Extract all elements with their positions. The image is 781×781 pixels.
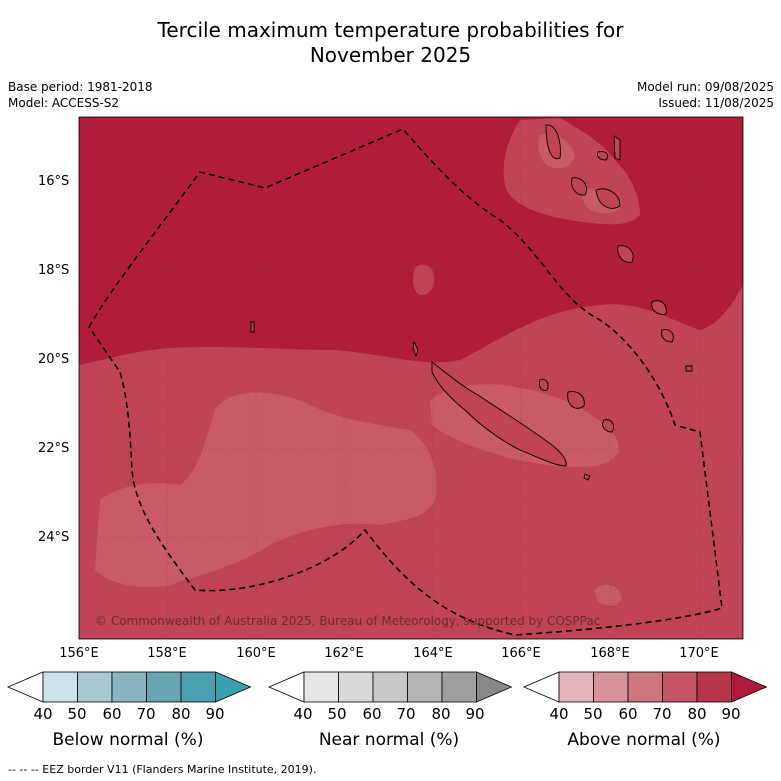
lat-label-24s: 24°S bbox=[38, 530, 70, 545]
cb-near-segment-2 bbox=[338, 671, 374, 703]
cb-above-segment-5 bbox=[696, 671, 732, 703]
eez-border bbox=[88, 128, 723, 636]
cb-below-segment-2 bbox=[77, 671, 113, 703]
map-title: Tercile maximum temperature probabilitie… bbox=[0, 18, 781, 68]
loyalty-island-mare bbox=[602, 419, 615, 433]
model-run: Model run: 09/08/2025 bbox=[636, 80, 774, 94]
map-title-line1: Tercile maximum temperature probabilitie… bbox=[157, 18, 624, 42]
model-name: Model: ACCESS-S2 bbox=[8, 96, 120, 110]
prob-region-low-west bbox=[95, 392, 437, 587]
cb-below-extend-high bbox=[215, 671, 252, 703]
lat-label-18s: 18°S bbox=[38, 263, 70, 278]
colorbar-near-segments bbox=[267, 671, 513, 703]
island-walpole bbox=[583, 473, 591, 481]
map-title-line2: November 2025 bbox=[309, 43, 472, 67]
base-period: Base period: 1981-2018 bbox=[8, 80, 153, 94]
metadata-left: Base period: 1981-2018 Model: ACCESS-S2 bbox=[8, 79, 153, 111]
prob-region-low-spot bbox=[340, 484, 380, 500]
cb-near-tick-40: 40 bbox=[293, 705, 313, 723]
cb-near-tick-90: 90 bbox=[465, 705, 485, 723]
cb-above-tick-40: 40 bbox=[549, 705, 569, 723]
cb-below-segment-4 bbox=[146, 671, 182, 703]
cb-near-segment-4 bbox=[407, 671, 443, 703]
cb-below-segment-1 bbox=[42, 671, 78, 703]
lon-label-158e: 158°E bbox=[147, 646, 187, 661]
lon-label-160e: 160°E bbox=[236, 646, 276, 661]
vanuatu-tanna bbox=[651, 300, 667, 315]
island-belep bbox=[412, 340, 419, 358]
lon-label-164e: 164°E bbox=[413, 646, 453, 661]
cb-above-segment-2 bbox=[593, 671, 629, 703]
prob-region-medium-small bbox=[413, 264, 435, 295]
cb-above-extend-high bbox=[731, 671, 768, 703]
cb-below-tick-60: 60 bbox=[102, 705, 122, 723]
cb-near-extend-low bbox=[267, 671, 305, 703]
cb-above-segment-3 bbox=[627, 671, 663, 703]
island-chesterfield bbox=[250, 321, 255, 333]
vanuatu-malekula bbox=[571, 177, 587, 196]
cb-below-tick-70: 70 bbox=[136, 705, 156, 723]
cb-above-segment-4 bbox=[662, 671, 698, 703]
cb-above-tick-90: 90 bbox=[721, 705, 741, 723]
vanuatu-efate bbox=[595, 188, 621, 209]
lat-label-22s: 22°S bbox=[38, 441, 70, 456]
map-frame bbox=[78, 116, 744, 640]
colorbar-below-normal bbox=[6, 671, 252, 703]
issued-date: Issued: 11/08/2025 bbox=[658, 96, 774, 110]
lat-label-20s: 20°S bbox=[38, 352, 70, 367]
vanuatu-erromango bbox=[617, 245, 634, 263]
lon-label-168e: 168°E bbox=[590, 646, 630, 661]
loyalty-island-lifou bbox=[567, 391, 585, 409]
cb-below-tick-50: 50 bbox=[67, 705, 87, 723]
cb-above-tick-60: 60 bbox=[618, 705, 638, 723]
prob-region-medium-east-strip bbox=[655, 362, 708, 378]
colorbar-near-title: Near normal (%) bbox=[318, 730, 460, 750]
lon-label-170e: 170°E bbox=[679, 646, 719, 661]
cb-near-tick-60: 60 bbox=[362, 705, 382, 723]
cb-near-tick-80: 80 bbox=[431, 705, 451, 723]
cb-below-segment-3 bbox=[111, 671, 147, 703]
vanuatu-maewo bbox=[613, 135, 621, 161]
cb-above-segment-1 bbox=[558, 671, 594, 703]
cb-near-tick-50: 50 bbox=[327, 705, 347, 723]
colorbar-below-title: Below normal (%) bbox=[52, 730, 204, 750]
lon-label-166e: 166°E bbox=[501, 646, 541, 661]
lon-label-156e: 156°E bbox=[59, 646, 99, 661]
prob-region-low-southeast bbox=[595, 584, 622, 606]
cb-below-segment-5 bbox=[180, 671, 216, 703]
colorbar-below-segments bbox=[6, 671, 252, 703]
cb-above-extend-low bbox=[522, 671, 560, 703]
colorbar-above-segments bbox=[522, 671, 768, 703]
cb-above-tick-80: 80 bbox=[687, 705, 707, 723]
vanuatu-pentecost bbox=[597, 151, 609, 161]
vanuatu-aneityum bbox=[661, 329, 674, 343]
cb-near-extend-high bbox=[476, 671, 513, 703]
colorbar-above-title: Above normal (%) bbox=[567, 730, 721, 750]
cb-near-tick-70: 70 bbox=[396, 705, 416, 723]
metadata-right: Model run: 09/08/2025 Issued: 11/08/2025 bbox=[637, 79, 774, 111]
cb-near-segment-5 bbox=[441, 671, 477, 703]
colorbar-above-normal bbox=[522, 671, 768, 703]
cb-below-extend-low bbox=[6, 671, 44, 703]
loyalty-island-ouvea bbox=[539, 378, 549, 391]
cb-below-tick-80: 80 bbox=[171, 705, 191, 723]
vanuatu-santo bbox=[545, 124, 561, 160]
colorbar-near-normal bbox=[267, 671, 513, 703]
landmasses bbox=[250, 124, 693, 481]
eez-footnote: -- -- -- EEZ border V11 (Flanders Marine… bbox=[8, 763, 317, 776]
copyright-notice: © Commonwealth of Australia 2025, Bureau… bbox=[95, 614, 601, 628]
lat-label-16s: 16°S bbox=[38, 174, 70, 189]
cb-near-segment-3 bbox=[372, 671, 408, 703]
cb-below-tick-90: 90 bbox=[205, 705, 225, 723]
cb-near-segment-1 bbox=[303, 671, 339, 703]
cb-above-tick-50: 50 bbox=[583, 705, 603, 723]
new-caledonia bbox=[431, 361, 567, 467]
island-matthew bbox=[685, 365, 693, 372]
cb-below-tick-40: 40 bbox=[33, 705, 53, 723]
lon-label-162e: 162°E bbox=[324, 646, 364, 661]
cb-above-tick-70: 70 bbox=[652, 705, 672, 723]
